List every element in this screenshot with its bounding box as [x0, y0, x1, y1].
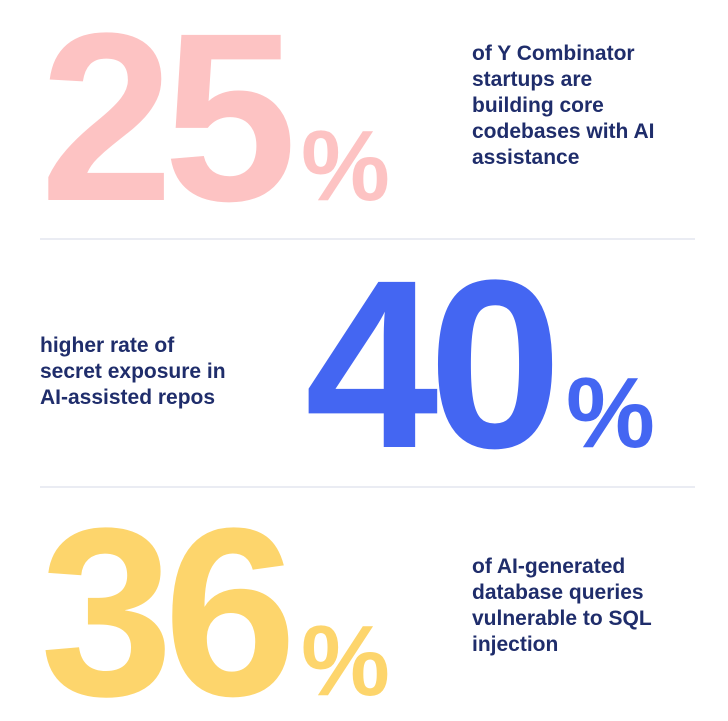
stat-description: startups are — [472, 68, 592, 91]
stat-description: of Y Combinator — [472, 42, 635, 65]
stat-description: codebases with AI — [472, 120, 654, 143]
stat-description: injection — [472, 633, 558, 656]
stat-unit: % — [566, 357, 655, 469]
stat-description: secret exposure in — [40, 360, 226, 383]
stat-figure: 36% — [40, 478, 390, 721]
stat-description: database queries — [472, 581, 644, 604]
stat-number: 36 — [40, 478, 288, 721]
stat-figure: 25% — [40, 0, 390, 251]
stat-number: 40 — [305, 230, 552, 498]
stat-description: higher rate of — [40, 334, 175, 357]
stat-unit: % — [301, 605, 390, 717]
stat-description: AI-assisted repos — [40, 386, 215, 409]
stat-unit: % — [301, 110, 390, 222]
stat-description: building core — [472, 94, 604, 117]
stat-number: 25 — [40, 0, 290, 251]
stat-figure: 40% — [305, 230, 655, 498]
stat-description: of AI-generated — [472, 555, 625, 578]
stat-description: vulnerable to SQL — [472, 607, 652, 630]
stat-description: assistance — [472, 146, 579, 169]
